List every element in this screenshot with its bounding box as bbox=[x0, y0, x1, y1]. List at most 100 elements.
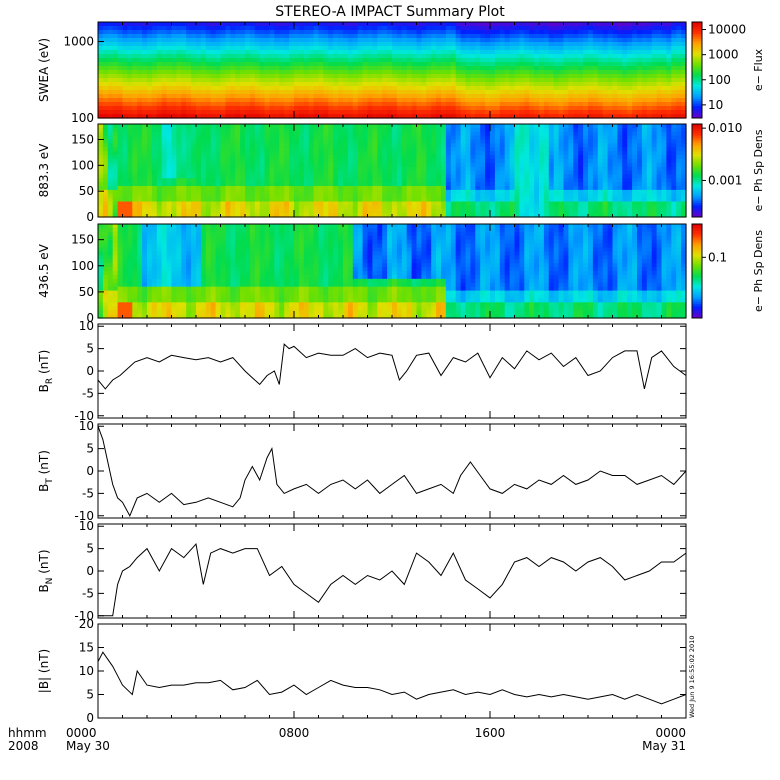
pad_883-cell bbox=[460, 209, 467, 214]
swea-cell bbox=[519, 66, 525, 71]
pad_883-cell bbox=[112, 186, 119, 191]
pad_883-cell bbox=[416, 155, 422, 160]
pad_883-cell bbox=[161, 124, 168, 129]
swea-cell bbox=[401, 34, 408, 39]
swea-cell bbox=[622, 46, 628, 51]
pad_883-cell bbox=[426, 201, 432, 206]
pad_883-cell bbox=[215, 209, 222, 214]
swea-cell bbox=[151, 102, 158, 107]
pad_883-cell bbox=[362, 205, 369, 210]
swea-cell bbox=[147, 106, 153, 111]
pad_883-cell bbox=[494, 166, 501, 172]
pad_883-cell bbox=[215, 143, 222, 148]
pad_883-cell bbox=[225, 209, 231, 214]
swea-cell bbox=[240, 46, 246, 51]
pad_883-cell bbox=[480, 182, 486, 187]
pad_883-cell bbox=[465, 193, 471, 199]
pad_883-cell bbox=[460, 213, 467, 218]
swea-cell bbox=[161, 58, 168, 63]
pad_883-cell bbox=[107, 131, 114, 137]
pad_883-cell bbox=[436, 143, 442, 148]
swea-cell bbox=[147, 70, 153, 75]
swea-cell bbox=[431, 58, 437, 63]
pad_883-cell bbox=[313, 189, 320, 195]
swea-cell bbox=[347, 26, 354, 31]
pad_883-cell bbox=[161, 155, 168, 160]
pad_883-cell bbox=[156, 147, 163, 152]
swea-colorbar-step bbox=[692, 96, 702, 100]
pad_883-cell bbox=[230, 193, 236, 199]
swea-cell bbox=[646, 82, 653, 87]
swea-cell bbox=[445, 34, 452, 39]
pad_883-cell bbox=[249, 189, 256, 195]
pad_883-cell bbox=[284, 186, 290, 191]
pad_883-cell bbox=[485, 127, 491, 133]
pad_883-cell bbox=[411, 124, 418, 129]
pad_883-cell bbox=[357, 139, 364, 144]
swea-cell bbox=[367, 90, 373, 95]
pad_883-cell bbox=[196, 143, 202, 148]
pad_883-cell bbox=[269, 147, 275, 152]
swea-cell bbox=[592, 58, 599, 63]
pad_883-cell bbox=[490, 131, 496, 137]
swea-cell bbox=[357, 98, 364, 103]
swea-cell bbox=[205, 46, 212, 51]
swea-cell bbox=[553, 42, 560, 47]
pad_883-cell bbox=[181, 178, 187, 183]
pad_883-cell bbox=[377, 155, 383, 160]
swea-cell bbox=[460, 58, 467, 63]
swea-cell bbox=[396, 62, 403, 67]
swea-cell bbox=[431, 50, 437, 55]
swea-cell bbox=[338, 114, 344, 119]
swea-cell bbox=[519, 50, 525, 55]
swea-cell bbox=[681, 34, 687, 39]
swea-cell bbox=[617, 94, 623, 99]
swea-cell bbox=[480, 66, 486, 71]
pad_883-cell bbox=[122, 201, 128, 206]
swea-cell bbox=[352, 114, 359, 119]
pad_883-cell bbox=[117, 139, 124, 144]
swea-cell bbox=[514, 66, 520, 71]
swea-cell bbox=[186, 50, 192, 55]
swea-cell bbox=[519, 98, 525, 103]
pad_883-cell bbox=[186, 166, 192, 172]
pad_883-cell bbox=[367, 147, 373, 152]
swea-cell bbox=[318, 102, 324, 107]
swea-cell bbox=[147, 86, 153, 91]
pad_883-cell bbox=[225, 143, 231, 148]
swea-cell bbox=[372, 54, 378, 59]
swea-cell bbox=[220, 70, 226, 75]
swea-cell bbox=[347, 82, 354, 87]
swea-cell bbox=[651, 62, 658, 67]
swea-cell bbox=[450, 30, 457, 35]
swea-cell bbox=[597, 110, 604, 115]
swea-cell bbox=[176, 70, 182, 75]
pad_883-cell bbox=[416, 147, 422, 152]
swea-cell bbox=[254, 22, 261, 27]
pad_883-cell bbox=[264, 166, 271, 172]
swea-cell bbox=[352, 70, 359, 75]
pad_883-cell bbox=[333, 151, 339, 156]
swea-cell bbox=[563, 26, 569, 31]
swea-cell bbox=[156, 106, 163, 111]
swea-cell bbox=[313, 34, 320, 39]
pad_883-cell bbox=[421, 170, 427, 175]
pad_883-cell bbox=[308, 197, 315, 203]
swea-cell bbox=[490, 102, 496, 107]
pad_883-cell bbox=[318, 147, 324, 152]
swea-cell bbox=[191, 50, 197, 55]
swea-cell bbox=[421, 74, 427, 79]
pad_883-cell bbox=[196, 127, 202, 133]
swea-cell bbox=[416, 38, 422, 43]
pad_883-cell bbox=[151, 127, 158, 133]
swea-cell bbox=[460, 22, 467, 27]
swea-cell bbox=[294, 34, 300, 39]
pad_883-cell bbox=[156, 139, 163, 144]
pad_883-cell bbox=[196, 155, 202, 160]
pad_883-cell bbox=[347, 151, 354, 156]
pad_883-cell bbox=[475, 174, 481, 179]
swea-cell bbox=[455, 62, 462, 67]
pad_883-cell bbox=[245, 162, 251, 168]
swea-cell bbox=[215, 58, 222, 63]
swea-cell bbox=[343, 90, 349, 95]
